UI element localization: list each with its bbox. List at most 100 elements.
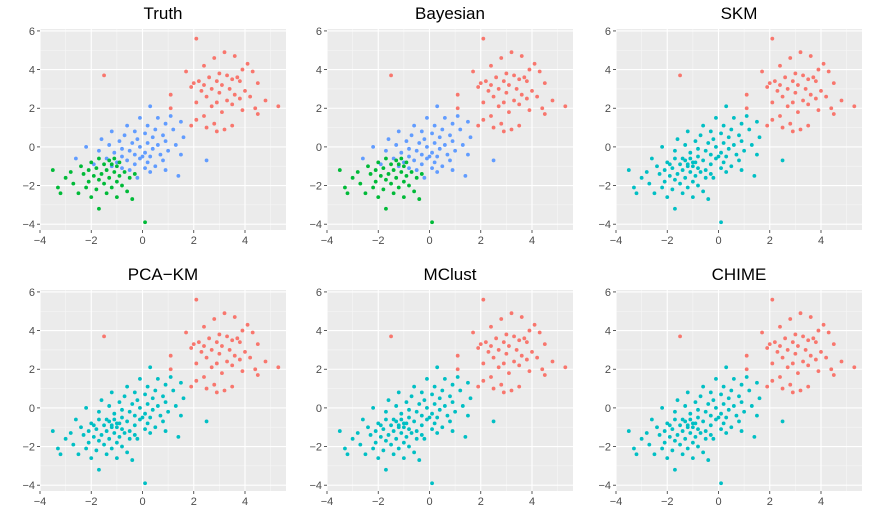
data-point [217,71,222,76]
x-tick-label: −2 [85,235,98,247]
data-point [99,172,104,176]
data-point [767,81,772,86]
x-tick-label: 4 [242,235,248,247]
data-point [73,156,78,161]
data-point [422,398,427,403]
data-point [437,135,442,140]
data-point [117,139,122,143]
data-point [670,187,675,192]
data-point [711,137,716,142]
data-point [785,87,790,91]
data-point [427,154,432,159]
y-tick-label: 4 [605,65,611,77]
data-point [150,146,155,151]
data-point [489,344,493,348]
data-point [708,162,713,167]
data-point [688,431,693,435]
data-point [120,415,124,420]
y-tick-label: −4 [309,219,322,231]
data-point [491,419,496,424]
panel-background [616,29,862,230]
data-point [680,191,685,196]
data-point [240,328,245,333]
data-point [153,388,158,393]
data-point [71,442,76,447]
data-point [442,404,447,408]
y-tick-label: 0 [29,142,35,154]
x-tick-label: 2 [767,496,773,508]
data-point [255,373,260,377]
data-point [693,421,698,426]
data-point [811,75,816,80]
data-point [460,404,465,408]
data-point [806,77,811,82]
data-point [489,63,493,68]
data-point [430,166,434,171]
data-point [250,69,255,74]
data-point [135,436,140,441]
data-point [230,384,235,389]
data-point [191,81,196,86]
data-point [450,139,455,143]
data-point [698,170,703,174]
data-point [191,342,196,347]
data-point [808,54,813,58]
data-point [407,415,411,420]
data-point [394,158,399,163]
x-tick-label: −4 [34,496,47,508]
data-point [401,440,406,445]
data-point [97,417,101,422]
data-point [145,402,150,406]
data-point [161,419,165,424]
data-point [647,181,652,186]
data-point [824,355,829,360]
panel-title: SKM [721,4,758,23]
data-point [675,398,680,403]
data-point [79,425,83,430]
data-point [204,94,209,99]
data-point [143,150,147,155]
points-layer [50,36,281,225]
data-point [471,330,475,335]
panel-title: MClust [424,265,477,284]
data-point [263,359,268,364]
data-point [458,127,463,132]
data-point [788,56,793,60]
data-point [222,311,227,316]
data-point [425,377,429,381]
data-point [626,429,631,433]
data-point [237,79,242,84]
data-point [120,146,124,151]
data-point [721,384,726,389]
data-point [396,185,401,190]
data-point [765,123,770,128]
data-point [652,452,657,457]
data-point [163,168,168,172]
data-point [384,438,388,443]
x-tick-label: −2 [372,496,385,508]
x-tick-label: 4 [242,496,248,508]
data-point [660,185,665,190]
data-point [826,330,831,335]
x-tick-label: 4 [818,235,824,247]
data-point [680,452,685,457]
data-point [685,162,690,167]
data-point [693,173,698,178]
data-point [202,375,206,379]
data-point [76,452,81,457]
data-point [243,349,247,354]
data-point [527,369,532,374]
data-point [476,123,481,128]
data-point [212,121,217,126]
points-layer [337,36,568,225]
data-point [453,148,458,153]
data-point [675,137,680,142]
data-point [171,127,176,132]
data-point [150,135,155,140]
data-point [112,170,117,174]
data-point [435,365,440,370]
data-point [220,83,224,87]
data-point [693,434,698,439]
data-point [71,181,76,186]
data-point [683,436,688,441]
